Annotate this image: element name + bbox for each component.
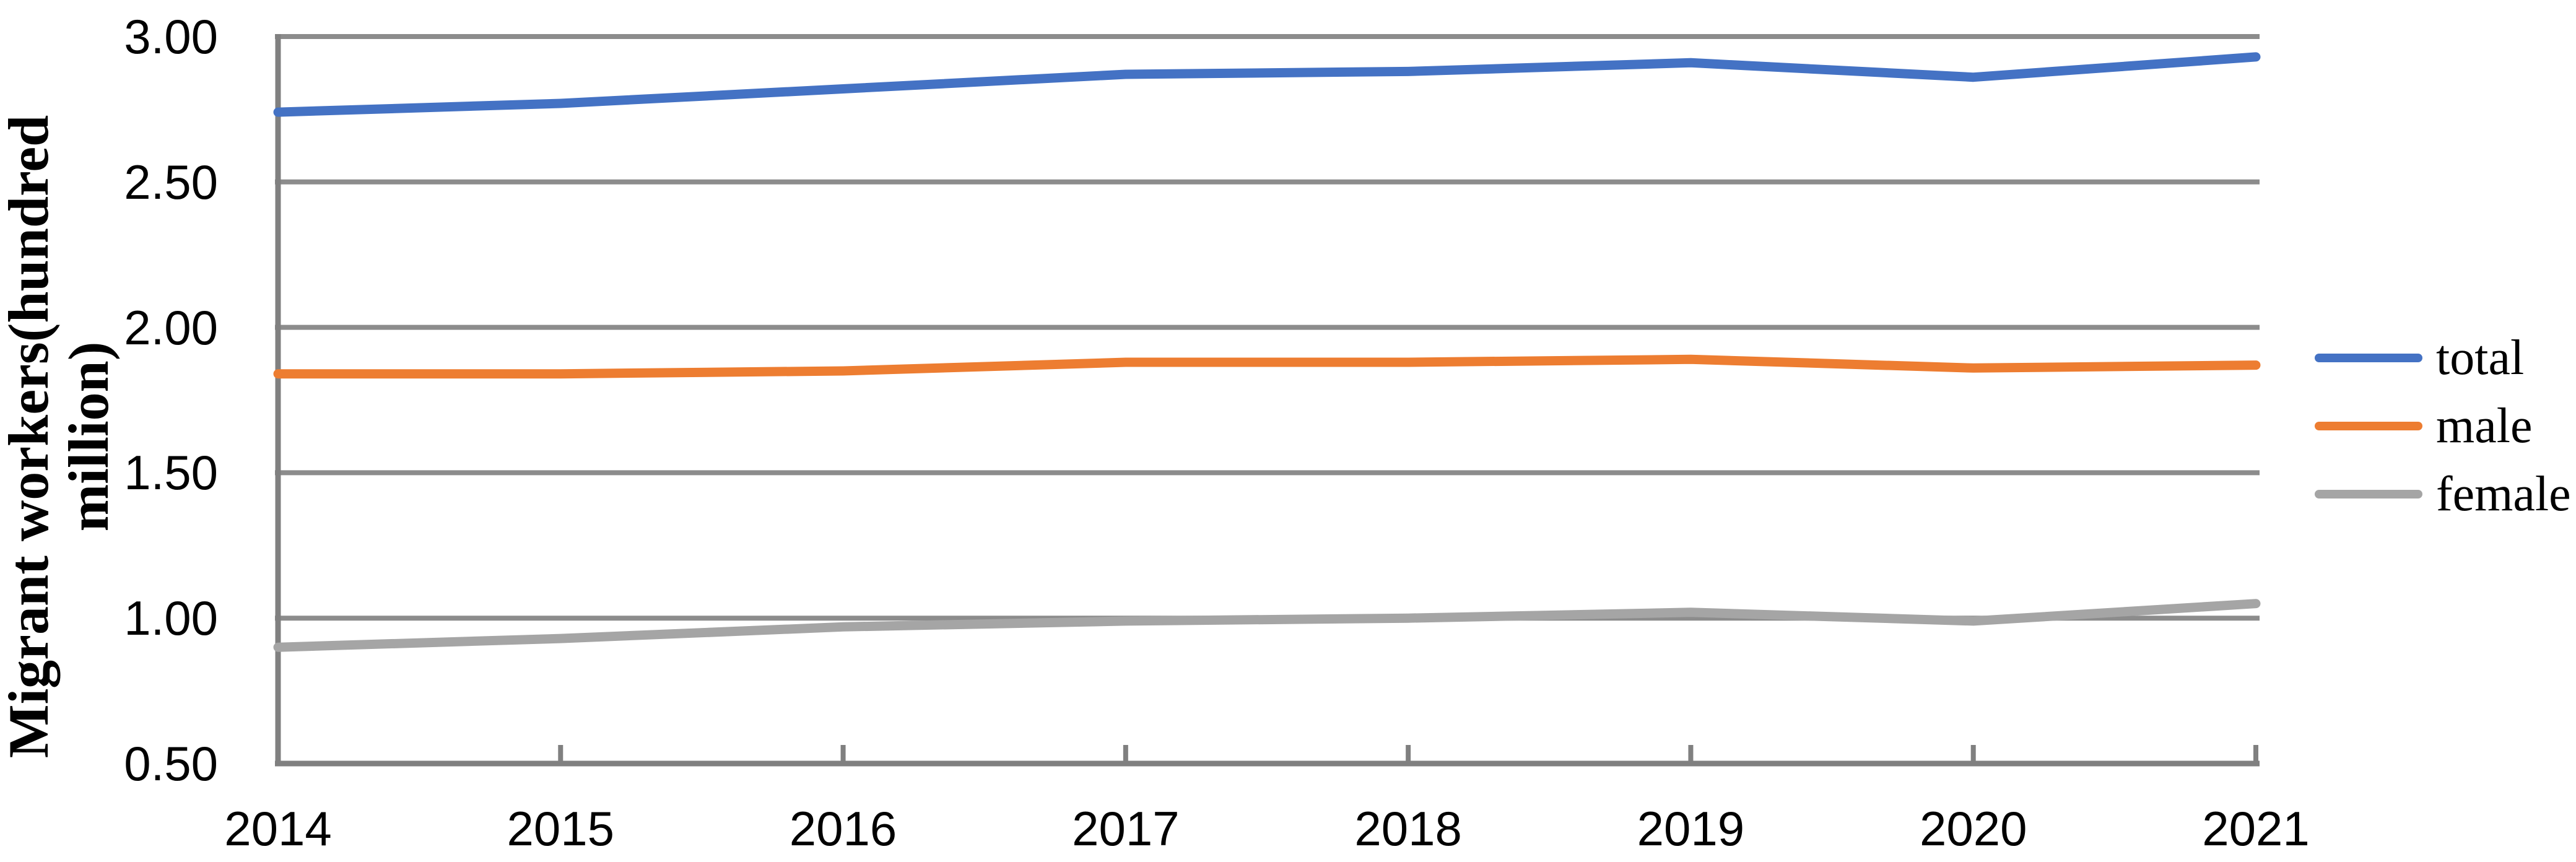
- x-tick-label-2016: 2016: [789, 801, 897, 856]
- y-tick-label-2.00: 2.00: [124, 300, 218, 355]
- y-tick-label-3.00: 3.00: [124, 9, 218, 64]
- x-tick-label-2017: 2017: [1072, 801, 1180, 856]
- x-tick-label-2015: 2015: [507, 801, 615, 856]
- legend-swatch-female: [2315, 490, 2422, 498]
- series-line-female: [273, 599, 2261, 652]
- legend-item-total: total: [2315, 326, 2524, 390]
- series-line-total: [273, 52, 2261, 117]
- x-tick-label-2019: 2019: [1637, 801, 1745, 856]
- x-tick-label-2021: 2021: [2202, 801, 2310, 856]
- legend-label-male: male: [2436, 399, 2533, 453]
- legend-item-female: female: [2315, 462, 2571, 526]
- x-tick-label-2020: 2020: [1919, 801, 2027, 856]
- legend-label-total: total: [2436, 331, 2525, 385]
- y-tick-label-0.50: 0.50: [124, 736, 218, 791]
- x-tick-label-2014: 2014: [224, 801, 332, 856]
- y-tick-label-2.50: 2.50: [124, 154, 218, 209]
- legend-swatch-male: [2315, 422, 2422, 430]
- x-tick-label-2018: 2018: [1354, 801, 1462, 856]
- legend-swatch-total: [2315, 354, 2422, 362]
- series-line-male: [273, 354, 2261, 379]
- y-tick-label-1.50: 1.50: [124, 445, 218, 500]
- y-tick-label-1.00: 1.00: [124, 591, 218, 646]
- legend-label-female: female: [2436, 467, 2571, 521]
- legend-item-male: male: [2315, 394, 2532, 458]
